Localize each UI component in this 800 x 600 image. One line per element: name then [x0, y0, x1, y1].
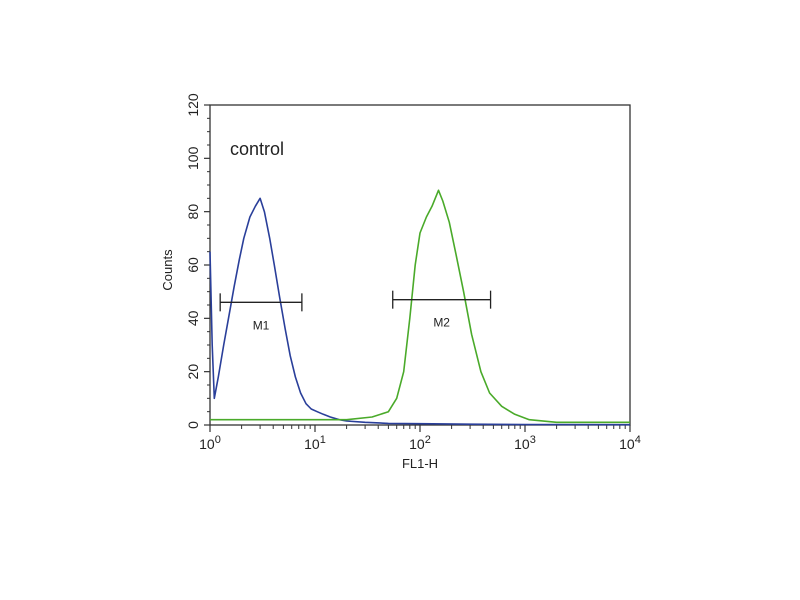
plot-frame [209, 104, 631, 426]
x-tick-label: 104 [619, 434, 641, 452]
x-tick-label: 101 [304, 434, 326, 452]
x-tick-label: 103 [514, 434, 536, 452]
gate-m1-label: M1 [253, 318, 270, 332]
y-tick-label: 20 [185, 364, 201, 380]
series-layer [209, 189, 631, 426]
y-axis-ticks: 0 20 40 60 80 100 120 [185, 93, 210, 429]
x-tick-label: 102 [409, 434, 431, 452]
y-axis-label: Counts [160, 249, 175, 291]
y-tick-label: 80 [185, 204, 201, 220]
x-tick-label: 100 [199, 434, 221, 452]
x-axis-label: FL1-H [402, 456, 438, 471]
y-tick-label: 60 [185, 257, 201, 273]
gate-markers: M1 M2 [219, 290, 492, 332]
x-axis-ticks: 100 101 102 103 104 [199, 425, 641, 452]
y-tick-label: 100 [185, 146, 201, 170]
y-tick-label: 0 [185, 421, 201, 429]
y-tick-label: 40 [185, 310, 201, 326]
y-tick-label: 120 [185, 93, 201, 117]
gate-m2-label: M2 [433, 316, 450, 330]
series-line-1 [209, 197, 631, 426]
annotation-control: control [230, 139, 284, 159]
series-line-2 [210, 189, 630, 424]
